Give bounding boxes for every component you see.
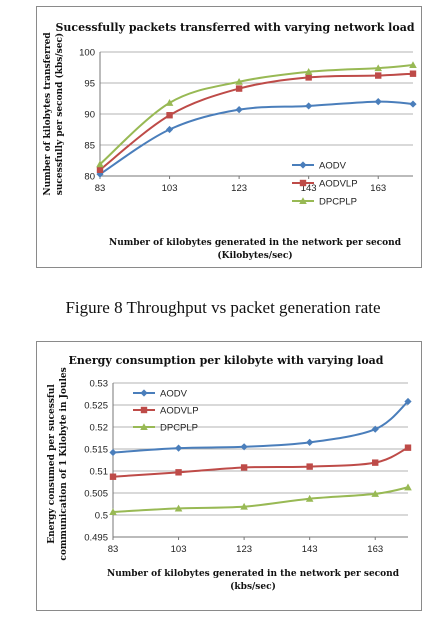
energy-chart: Energy consumption per kilobyte with var… <box>47 354 412 592</box>
chart-title: Energy consumption per kilobyte with var… <box>69 354 384 367</box>
series-aodvlp <box>109 444 412 480</box>
series-line <box>112 446 409 478</box>
series-line <box>99 72 414 171</box>
x-tick-label: 103 <box>162 183 178 194</box>
data-point <box>109 448 117 457</box>
legend-label: AODVLP <box>319 179 358 190</box>
series-dpcplp <box>96 61 417 168</box>
x-tick-label: 163 <box>370 183 386 194</box>
legend-marker <box>140 389 148 397</box>
legend-marker <box>299 197 307 205</box>
data-point <box>305 74 312 81</box>
chart-title: Sucessfully packets transferred with var… <box>55 21 414 34</box>
data-point <box>165 125 174 134</box>
data-point <box>235 106 243 114</box>
y-tick-label: 0.515 <box>84 445 108 456</box>
data-point <box>165 99 174 106</box>
x-tick-label: 123 <box>231 183 247 194</box>
data-point <box>372 459 379 466</box>
x-tick-label: 83 <box>95 183 106 194</box>
series-line <box>99 64 414 165</box>
x-axis-label: (Kilobytes/sec) <box>217 250 292 261</box>
data-point <box>166 112 173 119</box>
legend-label: DPCPLP <box>160 423 198 434</box>
series-dpcplp <box>109 483 412 515</box>
legend-marker <box>140 423 148 431</box>
data-point <box>235 77 243 85</box>
data-point <box>371 490 380 497</box>
x-tick-label: 143 <box>301 183 317 194</box>
y-axis-label: Number of kilobytes transferred <box>43 32 53 196</box>
data-point <box>409 100 417 108</box>
y-tick-label: 95 <box>84 79 95 90</box>
data-point <box>305 102 313 110</box>
x-tick-label: 83 <box>108 544 119 555</box>
data-point <box>109 508 117 515</box>
y-tick-label: 0.505 <box>84 489 108 500</box>
x-axis-label: (kbs/sec) <box>230 581 276 592</box>
y-tick-label: 0.52 <box>90 423 109 434</box>
series-aodv <box>96 98 417 178</box>
series-line <box>99 100 414 175</box>
series-aodvlp <box>96 70 417 173</box>
data-point <box>404 483 412 491</box>
figure-caption: Figure 8 Throughput vs packet generation… <box>65 298 381 317</box>
data-point <box>306 463 313 470</box>
legend-label: AODV <box>160 389 188 400</box>
y-tick-label: 100 <box>79 48 95 59</box>
y-tick-label: 0.53 <box>90 379 109 390</box>
data-point <box>175 469 182 476</box>
data-point <box>305 494 314 502</box>
x-tick-label: 123 <box>236 544 252 555</box>
data-point <box>109 473 117 480</box>
y-tick-label: 0.5 <box>95 511 108 522</box>
data-point <box>304 68 313 75</box>
y-tick-label: 85 <box>84 141 95 152</box>
data-point <box>235 85 243 92</box>
data-point <box>174 444 183 452</box>
legend-label: AODVLP <box>160 406 199 417</box>
data-point <box>409 70 417 77</box>
data-point <box>96 166 104 173</box>
y-axis-label: sucessfully per second (kbs/sec) <box>54 33 65 195</box>
y-tick-label: 0.495 <box>84 533 108 544</box>
y-tick-label: 0.525 <box>84 401 108 412</box>
throughput-chart: Sucessfully packets transferred with var… <box>43 21 417 261</box>
x-tick-label: 103 <box>171 544 187 555</box>
x-tick-label: 143 <box>302 544 318 555</box>
data-point <box>240 464 248 471</box>
legend-label: DPCPLP <box>319 197 357 208</box>
energy-chart-panel: Energy consumption per kilobyte with var… <box>36 341 422 611</box>
y-tick-label: 0.51 <box>90 467 109 478</box>
y-axis-label: Energy consumed per sucessful <box>47 384 57 544</box>
series-line <box>112 486 409 513</box>
data-point <box>404 444 412 451</box>
data-point <box>374 98 382 106</box>
legend-marker <box>299 179 307 187</box>
y-tick-label: 90 <box>84 110 95 121</box>
legend-marker <box>299 161 307 169</box>
data-point <box>306 438 314 446</box>
data-point <box>374 64 383 72</box>
data-point <box>409 61 417 69</box>
data-point <box>96 160 104 168</box>
x-axis-label: Number of kilobytes generated in the net… <box>107 569 400 579</box>
data-point <box>371 425 379 433</box>
data-point <box>174 504 183 512</box>
x-tick-label: 163 <box>367 544 383 555</box>
x-axis-label: Number of kilobytes generated in the net… <box>109 238 402 248</box>
legend-marker <box>140 406 148 414</box>
data-point <box>240 502 248 510</box>
y-axis-label: communication of 1 Kilobyte in Joules <box>59 367 69 560</box>
data-point <box>375 72 382 79</box>
legend-label: AODV <box>319 161 347 172</box>
throughput-chart-panel: Sucessfully packets transferred with var… <box>36 6 422 268</box>
y-tick-label: 80 <box>84 172 95 183</box>
